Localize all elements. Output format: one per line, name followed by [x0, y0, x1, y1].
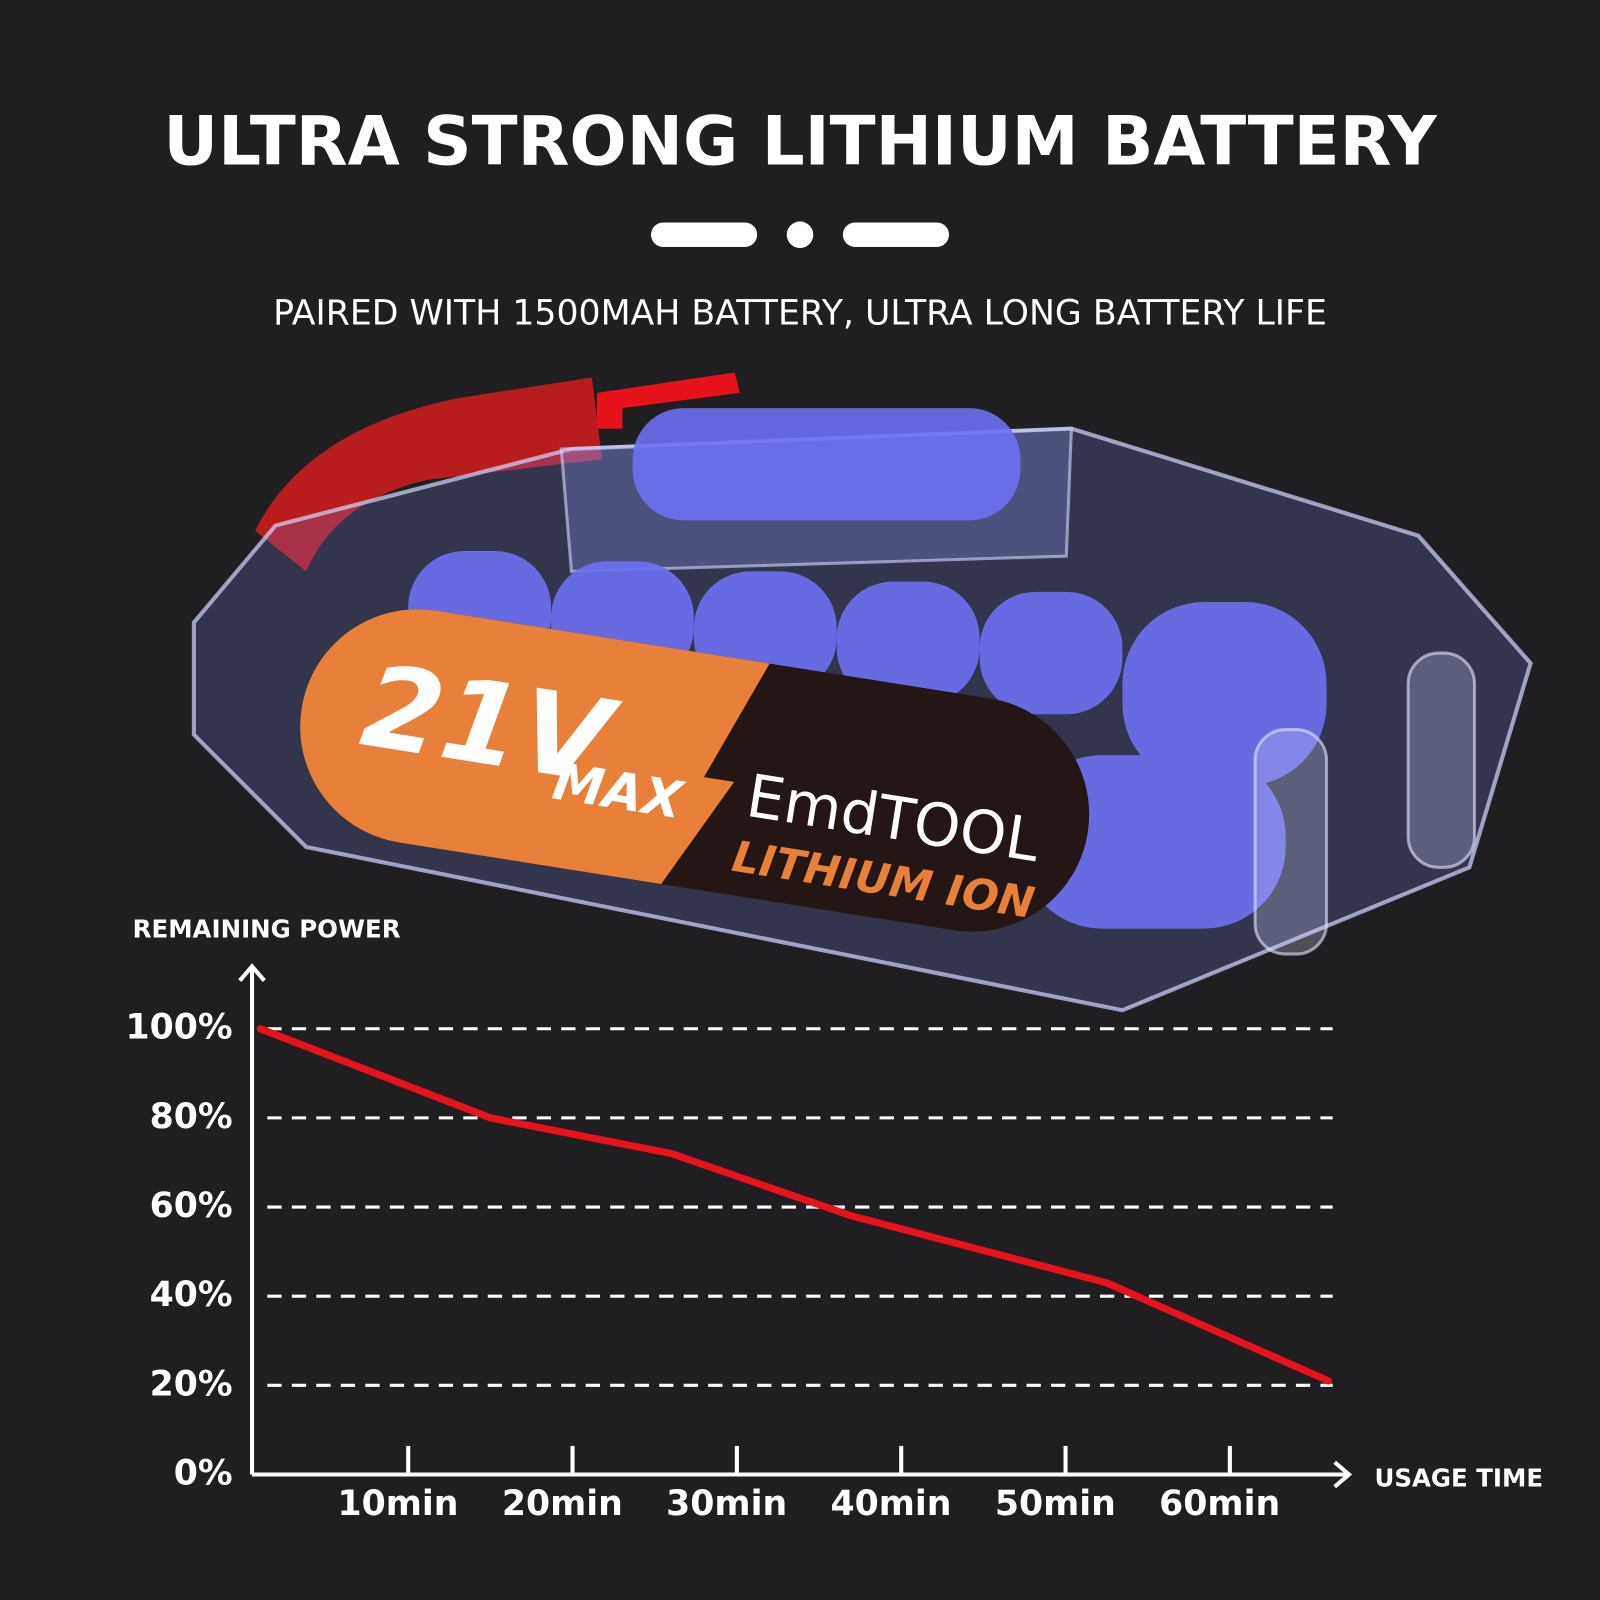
y-tick-label: 100% — [125, 1008, 232, 1048]
x-tick-label: 20min — [502, 1484, 623, 1524]
subtitle: PAIRED WITH 1500MAH BATTERY, ULTRA LONG … — [273, 293, 1327, 333]
x-tick-label: 60min — [1159, 1484, 1280, 1524]
data-line — [256, 1025, 1333, 1385]
plot-area: 0% 20% 40% 60% 80% 100% 10min 20min 30min 40min 50… — [125, 963, 1353, 1524]
y-tick-label: 20% — [150, 1364, 233, 1404]
x-tick-label: 10min — [338, 1484, 459, 1524]
y-axis-label: REMAINING POWER — [133, 915, 401, 944]
chart-title: ULTRA STRONG LITHIUM BATTERY — [163, 101, 1437, 180]
y-tick-label: 0% — [174, 1453, 233, 1493]
y-tick-label: 60% — [150, 1186, 233, 1226]
x-tick-label: 40min — [830, 1484, 951, 1524]
battery-illustration: 21V MAX EmdTOOL LITHIUM ION — [191, 372, 1533, 1013]
x-tick-label: 50min — [995, 1484, 1116, 1524]
title-divider — [651, 221, 949, 248]
y-axis-arrow — [238, 963, 266, 982]
x-axis-label: USAGE TIME — [1374, 1464, 1543, 1493]
y-tick-label: 80% — [150, 1097, 233, 1137]
x-axis-arrow — [1333, 1460, 1353, 1489]
y-tick-label: 40% — [150, 1275, 233, 1315]
x-tick-label: 30min — [666, 1484, 787, 1524]
